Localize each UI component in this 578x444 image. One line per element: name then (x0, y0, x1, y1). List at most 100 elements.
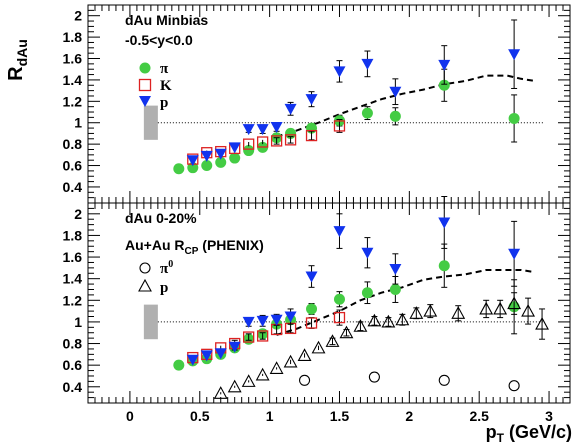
bottom-legend: π0 p (138, 259, 173, 296)
bottom-point-open-triangle (395, 312, 410, 326)
top-point-open-square (284, 134, 297, 146)
top-y-tick-label: 1.2 (63, 93, 83, 109)
bottom-point-down-triangle (200, 350, 213, 362)
bottom-point-open-circle (438, 374, 450, 386)
x-tick-label: 1.5 (330, 408, 350, 424)
bottom-point-down-triangle (508, 248, 521, 260)
top-point-circle (201, 160, 213, 172)
top-point-down-triangle (361, 58, 374, 70)
bottom-y-tick-label: 2 (74, 206, 82, 222)
bottom-point-open-triangle (241, 374, 256, 387)
top-panel-text-1: dAu Minbias (125, 12, 208, 28)
bottom-point-open-triangle (409, 306, 424, 319)
bottom-point-open-square (284, 322, 297, 335)
top-panel-y-ticks: 0.4 0.6 0.8 1 1.2 1.4 1.6 1.8 2 (63, 8, 570, 199)
legend-label-kaon: K (160, 78, 172, 94)
legend-label-pi0-sup: 0 (168, 259, 173, 270)
top-point-circle (229, 152, 241, 164)
top-point-circle (508, 112, 520, 124)
top-point-down-triangle (200, 150, 213, 162)
bottom-point-open-triangle (423, 303, 438, 317)
bottom-point-open-triangle (297, 348, 312, 361)
bottom-point-down-triangle (270, 314, 283, 326)
top-point-circle (187, 162, 199, 174)
x-axis-title-rest: (GeV/c) (504, 422, 572, 442)
top-y-tick-label: 0.6 (63, 158, 83, 174)
bottom-point-open-square (305, 317, 318, 329)
legend-label-p-phenix: p (160, 280, 168, 296)
top-y-tick-label: 0.8 (63, 136, 83, 152)
bottom-point-open-triangle (451, 306, 466, 319)
bottom-point-open-triangle (521, 303, 536, 317)
bottom-y-tick-label: 1.4 (63, 271, 83, 287)
legend-marker-proton (139, 96, 151, 107)
top-point-down-triangle (389, 86, 402, 98)
bottom-point-open-circle (508, 380, 520, 392)
legend-label-pion: π (160, 61, 169, 77)
top-point-circle (173, 163, 185, 175)
bottom-legend-title-rest: (PHENIX) (198, 237, 263, 253)
top-panel-plot (143, 19, 545, 175)
top-y-tick-label: 1.6 (63, 51, 83, 67)
bottom-panel-text-1: dAu 0-20% (125, 210, 197, 226)
bottom-point-down-triangle (333, 226, 346, 238)
top-point-circle (438, 79, 450, 91)
bottom-panel-plot (143, 196, 549, 399)
top-point-open-square (305, 129, 318, 142)
bottom-series-π0-phenix (299, 371, 520, 392)
top-point-down-triangle (186, 155, 199, 167)
bottom-panel-frame (87, 202, 571, 404)
bottom-legend-title-sub: CP (185, 246, 199, 257)
top-point-down-triangle (438, 59, 451, 71)
bottom-y-tick-label: 0.8 (63, 336, 83, 352)
bottom-legend-title: Au+Au RCP (PHENIX) (125, 237, 264, 257)
y-axis-title-sub: dAu (14, 39, 30, 66)
bottom-point-open-triangle (339, 325, 354, 339)
bottom-point-open-triangle (507, 296, 522, 310)
bottom-point-open-triangle (325, 334, 340, 347)
bottom-panel-x-ticks (94, 203, 564, 403)
bottom-point-open-circle (368, 371, 380, 383)
bottom-point-open-square (270, 323, 283, 336)
bottom-y-tick-label: 0.4 (63, 379, 83, 395)
bottom-point-down-triangle (186, 354, 199, 366)
bottom-point-circle (333, 293, 345, 305)
x-tick-label: 2.5 (469, 408, 489, 424)
bottom-point-down-triangle (284, 311, 297, 323)
bottom-panel-y-ticks: 0.4 0.6 0.8 1 1.2 1.4 1.6 1.8 2 (63, 206, 570, 399)
top-point-down-triangle (333, 66, 346, 78)
bottom-legend-title-main: Au+Au R (125, 237, 185, 253)
bottom-point-circle (173, 359, 185, 371)
top-point-down-triangle (305, 94, 318, 106)
legend-marker-pi0-phenix (139, 262, 151, 274)
bottom-point-down-triangle (214, 348, 227, 360)
bottom-point-open-triangle (283, 354, 298, 368)
bottom-point-open-triangle (381, 314, 396, 328)
top-point-down-triangle (508, 49, 521, 61)
bottom-point-open-square (243, 331, 255, 343)
top-point-down-triangle (228, 142, 241, 154)
top-point-down-triangle (242, 124, 255, 136)
bottom-y-tick-label: 1.6 (63, 249, 83, 265)
bottom-point-down-triangle (389, 263, 402, 275)
bottom-point-open-triangle (255, 367, 270, 381)
top-point-circle (243, 145, 255, 157)
x-tick-labels: 0 0.5 1 1.5 2 2.5 3 (126, 408, 553, 424)
bottom-y-tick-label: 1.2 (63, 292, 83, 308)
top-point-open-square (270, 135, 283, 147)
top-series-p (186, 19, 521, 167)
bottom-dashed-curve (276, 269, 536, 336)
legend-marker-pion (139, 62, 151, 74)
bottom-point-open-triangle (535, 316, 549, 330)
bottom-point-open-triangle (311, 340, 326, 354)
bottom-point-circle (438, 260, 450, 272)
y-axis-title: RdAu (5, 39, 30, 81)
bottom-point-open-triangle (493, 301, 508, 315)
bottom-y-tick-label: 1.8 (63, 227, 83, 243)
bottom-point-circle (306, 303, 318, 315)
top-point-circle (215, 156, 227, 168)
top-point-down-triangle (270, 122, 283, 134)
top-y-tick-label: 0.4 (63, 179, 83, 195)
bottom-point-open-triangle (269, 361, 284, 374)
